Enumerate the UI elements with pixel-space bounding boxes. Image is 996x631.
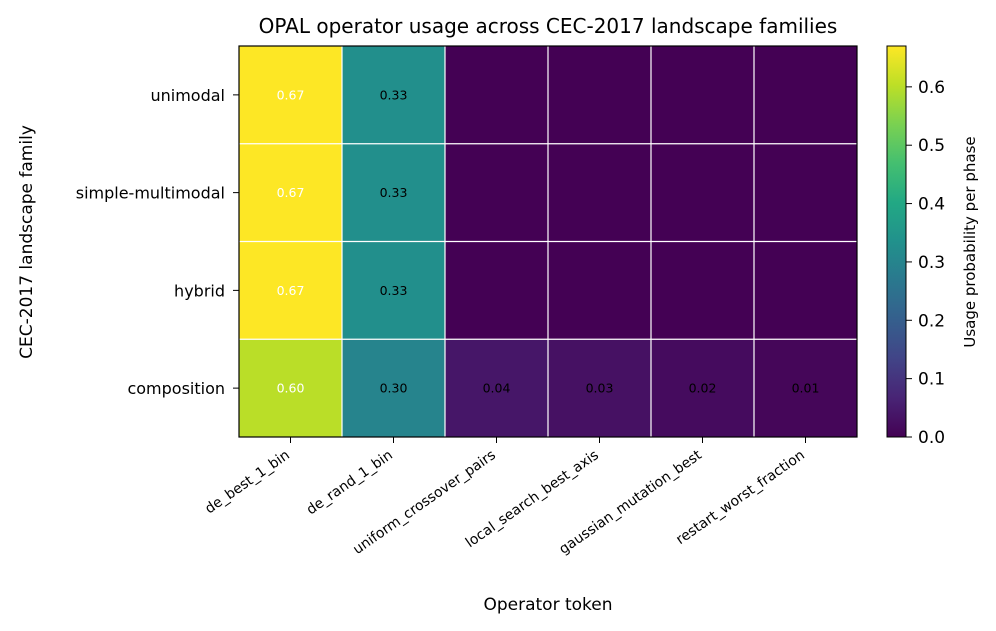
colorbar-tick-label: 0.2 bbox=[918, 311, 945, 331]
y-tick-label: unimodal bbox=[150, 86, 225, 105]
colorbar-tick-label: 0.0 bbox=[918, 428, 945, 448]
cell-label-3-1: 0.30 bbox=[380, 381, 408, 396]
cell-label-3-2: 0.04 bbox=[483, 381, 511, 396]
cell-label-1-1: 0.33 bbox=[380, 185, 408, 200]
plot-frame bbox=[238, 45, 858, 438]
cell-label-2-0: 0.67 bbox=[277, 283, 305, 298]
colorbar: 0.0 0.1 0.2 0.3 0.4 0.5 0.6 bbox=[886, 45, 945, 448]
heatmap-cell-2-1 bbox=[342, 241, 446, 340]
y-axis-label: CEC-2017 landscape family bbox=[17, 125, 37, 359]
heatmap-cell-0-5 bbox=[754, 46, 858, 145]
heatmap-cell-0-2 bbox=[445, 46, 549, 145]
chart-title: OPAL operator usage across CEC-2017 land… bbox=[259, 14, 838, 38]
heatmap-cell-3-0 bbox=[239, 339, 343, 438]
heatmap-cell-3-1 bbox=[342, 339, 446, 438]
colorbar-tick-label: 0.6 bbox=[918, 78, 945, 98]
colorbar-label: Usage probability per phase bbox=[961, 136, 979, 347]
x-tick-label: de_best_1_bin bbox=[202, 447, 293, 517]
heatmap-cell-0-0 bbox=[239, 46, 343, 145]
colorbar-tick-label: 0.3 bbox=[918, 253, 945, 273]
heatmap-cell-1-1 bbox=[342, 143, 446, 242]
heatmap-cell-3-3 bbox=[548, 339, 652, 438]
x-axis-label: Operator token bbox=[483, 595, 612, 615]
colorbar-tick-label: 0.1 bbox=[918, 370, 945, 390]
heatmap-cell-3-2 bbox=[445, 339, 549, 438]
y-tick-label: simple-multimodal bbox=[76, 184, 225, 203]
heatmap-cell-1-4 bbox=[651, 143, 755, 242]
cell-label-3-5: 0.01 bbox=[792, 381, 820, 396]
y-tick-label: composition bbox=[127, 379, 225, 398]
heatmap-cells: 0.67 0.33 0.67 0.33 0.67 0.33 0.60 0.30 0.04 0.03… bbox=[239, 46, 858, 438]
heatmap-cell-1-2 bbox=[445, 143, 549, 242]
heatmap-gridlines bbox=[239, 46, 857, 437]
heatmap-cell-3-5 bbox=[754, 339, 858, 438]
heatmap-cell-2-3 bbox=[548, 241, 652, 340]
heatmap-cell-0-1 bbox=[342, 46, 446, 145]
heatmap-cell-2-0 bbox=[239, 241, 343, 340]
heatmap-cell-2-4 bbox=[651, 241, 755, 340]
colorbar-frame bbox=[886, 45, 907, 438]
cell-label-1-0: 0.67 bbox=[277, 185, 305, 200]
cell-label-3-4: 0.02 bbox=[689, 381, 717, 396]
y-tick-label: hybrid bbox=[174, 281, 225, 300]
cell-label-3-0: 0.60 bbox=[277, 381, 305, 396]
cell-label-3-3: 0.03 bbox=[586, 381, 614, 396]
heatmap-cell-2-5 bbox=[754, 241, 858, 340]
heatmap-cell-0-3 bbox=[548, 46, 652, 145]
cell-label-2-1: 0.33 bbox=[380, 283, 408, 298]
colorbar-tick-label: 0.5 bbox=[918, 136, 945, 156]
heatmap-cell-1-5 bbox=[754, 143, 858, 242]
colorbar-gradient bbox=[887, 46, 906, 437]
heatmap-cell-2-2 bbox=[445, 241, 549, 340]
cell-label-0-0: 0.67 bbox=[277, 87, 305, 102]
heatmap-cell-1-0 bbox=[239, 143, 343, 242]
heatmap-cell-3-4 bbox=[651, 339, 755, 438]
cell-label-0-1: 0.33 bbox=[380, 87, 408, 102]
heatmap-cell-1-3 bbox=[548, 143, 652, 242]
x-tick-label: de_rand_1_bin bbox=[304, 447, 396, 518]
colorbar-tick-label: 0.4 bbox=[918, 195, 945, 215]
heatmap-cell-0-4 bbox=[651, 46, 755, 145]
